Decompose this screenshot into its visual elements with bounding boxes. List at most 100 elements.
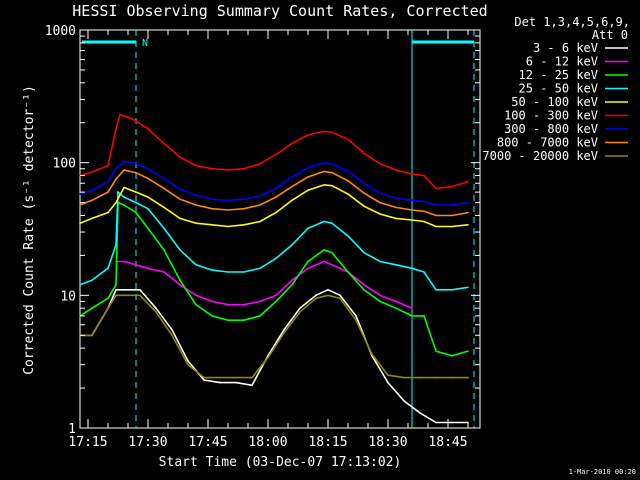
series-point-5 xyxy=(291,142,293,145)
series-point-6 xyxy=(147,167,149,170)
series-point-5 xyxy=(179,156,181,158)
legend-header-line-2: Att 0 xyxy=(592,28,628,42)
series-point-7 xyxy=(227,209,229,211)
series-point-4 xyxy=(147,196,149,198)
series-point-5 xyxy=(119,113,121,116)
series-point-3 xyxy=(467,286,469,289)
series-point-5 xyxy=(395,169,397,171)
series-point-6 xyxy=(179,188,181,191)
series-point-4 xyxy=(467,224,469,226)
series-point-8 xyxy=(387,374,389,377)
series-point-0 xyxy=(339,294,341,297)
series-point-7 xyxy=(451,214,453,217)
series-point-5 xyxy=(363,152,365,154)
y-axis-label: Corrected Count Rate (s⁻¹ detector⁻¹) xyxy=(22,85,37,375)
series-point-4 xyxy=(91,217,93,220)
series-point-7 xyxy=(79,204,81,206)
x-tick-label: 17:15 xyxy=(68,435,107,450)
legend-label-1: 6 - 12 keV xyxy=(526,55,598,69)
series-point-5 xyxy=(115,128,117,130)
series-point-6 xyxy=(331,163,333,165)
series-point-1 xyxy=(275,294,277,297)
series-point-6 xyxy=(163,177,165,180)
series-point-1 xyxy=(323,260,325,263)
series-point-0 xyxy=(299,307,301,310)
series-point-7 xyxy=(179,198,181,200)
series-point-4 xyxy=(307,189,309,191)
series-point-3 xyxy=(115,244,117,246)
series-point-3 xyxy=(291,244,293,246)
series-point-4 xyxy=(411,219,413,221)
series-point-4 xyxy=(259,220,261,223)
series-point-4 xyxy=(379,213,381,215)
series-point-3 xyxy=(331,222,333,224)
series-point-7 xyxy=(411,209,413,211)
series-point-0 xyxy=(127,289,129,291)
night-flag-label: N xyxy=(142,38,148,49)
series-point-7 xyxy=(323,170,325,173)
series-point-4 xyxy=(115,201,117,204)
series-point-3 xyxy=(275,257,277,260)
series-point-5 xyxy=(259,163,261,165)
series-point-5 xyxy=(211,167,213,170)
series-point-3 xyxy=(79,284,81,286)
y-tick-label: 1000 xyxy=(45,24,76,39)
series-point-4 xyxy=(227,225,229,228)
series-point-6 xyxy=(195,194,197,196)
series-point-7 xyxy=(423,210,425,213)
series-point-1 xyxy=(307,267,309,270)
legend-label-4: 50 - 100 keV xyxy=(511,95,598,109)
series-point-8 xyxy=(91,334,93,337)
series-point-4 xyxy=(195,222,197,224)
series-point-2 xyxy=(307,260,309,263)
series-point-8 xyxy=(339,297,341,300)
series-point-2 xyxy=(147,227,149,230)
series-point-4 xyxy=(123,186,125,189)
series-point-1 xyxy=(123,260,125,263)
legend-label-7: 800 - 7000 keV xyxy=(497,136,598,150)
x-tick-label: 18:30 xyxy=(368,435,407,450)
series-point-3 xyxy=(195,264,197,266)
series-point-5 xyxy=(147,128,149,130)
series-point-8 xyxy=(139,294,141,297)
series-point-1 xyxy=(291,279,293,282)
series-point-8 xyxy=(419,376,421,379)
series-point-5 xyxy=(379,163,381,165)
series-point-6 xyxy=(395,197,397,199)
series-point-1 xyxy=(147,267,149,270)
series-point-4 xyxy=(179,217,181,220)
x-tick-label: 18:45 xyxy=(428,435,467,450)
series-point-2 xyxy=(423,315,425,317)
series-point-0 xyxy=(387,381,389,384)
series-point-2 xyxy=(135,211,137,214)
series-point-2 xyxy=(107,297,109,300)
series-point-4 xyxy=(211,224,213,226)
series-point-3 xyxy=(363,251,365,254)
series-point-4 xyxy=(291,199,293,202)
series-point-1 xyxy=(395,300,397,303)
series-point-6 xyxy=(227,199,229,202)
series-point-8 xyxy=(435,376,437,379)
series-point-0 xyxy=(435,421,437,424)
series-point-8 xyxy=(127,294,129,297)
series-point-3 xyxy=(91,279,93,282)
series-point-3 xyxy=(179,249,181,251)
series-point-8 xyxy=(115,294,117,297)
series-point-7 xyxy=(291,185,293,188)
x-tick-label: 18:00 xyxy=(248,435,287,450)
series-point-8 xyxy=(155,311,157,313)
series-point-3 xyxy=(243,271,245,273)
series-point-3 xyxy=(123,196,125,198)
series-point-6 xyxy=(243,198,245,200)
series-point-2 xyxy=(91,307,93,310)
series-point-8 xyxy=(283,332,285,334)
series-point-0 xyxy=(235,381,237,384)
series-point-3 xyxy=(451,289,453,291)
series-point-5 xyxy=(347,138,349,141)
x-tick-label: 17:30 xyxy=(128,435,167,450)
series-layer xyxy=(79,113,469,424)
series-point-3 xyxy=(259,267,261,270)
series-point-4 xyxy=(163,206,165,209)
series-point-1 xyxy=(211,300,213,303)
